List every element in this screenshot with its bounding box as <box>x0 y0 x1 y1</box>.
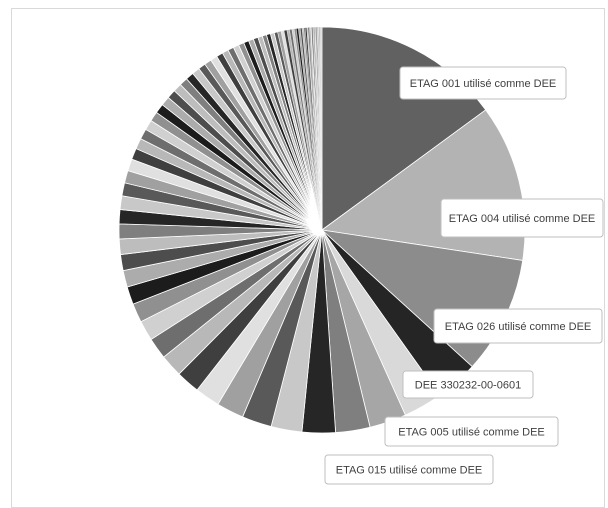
slice-callout-1: ETAG 001 utilisé comme DEE <box>400 67 566 99</box>
callout-label: ETAG 026 utilisé comme DEE <box>445 321 592 333</box>
slice-callout-6: ETAG 015 utilisé comme DEE <box>325 455 493 484</box>
slice-callout-4: DEE 330232-00-0601 <box>403 371 533 398</box>
callout-label: ETAG 001 utilisé comme DEE <box>410 78 557 90</box>
slice-callout-5: ETAG 005 utilisé comme DEE <box>385 417 558 446</box>
slice-callout-3: ETAG 026 utilisé comme DEE <box>434 309 602 343</box>
callout-label: DEE 330232-00-0601 <box>415 380 521 392</box>
callout-label: ETAG 004 utilisé comme DEE <box>449 213 596 225</box>
callout-label: ETAG 005 utilisé comme DEE <box>398 427 545 439</box>
callout-label: ETAG 015 utilisé comme DEE <box>336 465 483 477</box>
pie-chart: ETAG 001 utilisé comme DEE ETAG 004 utili… <box>0 0 608 491</box>
slice-callout-2: ETAG 004 utilisé comme DEE <box>441 199 603 237</box>
